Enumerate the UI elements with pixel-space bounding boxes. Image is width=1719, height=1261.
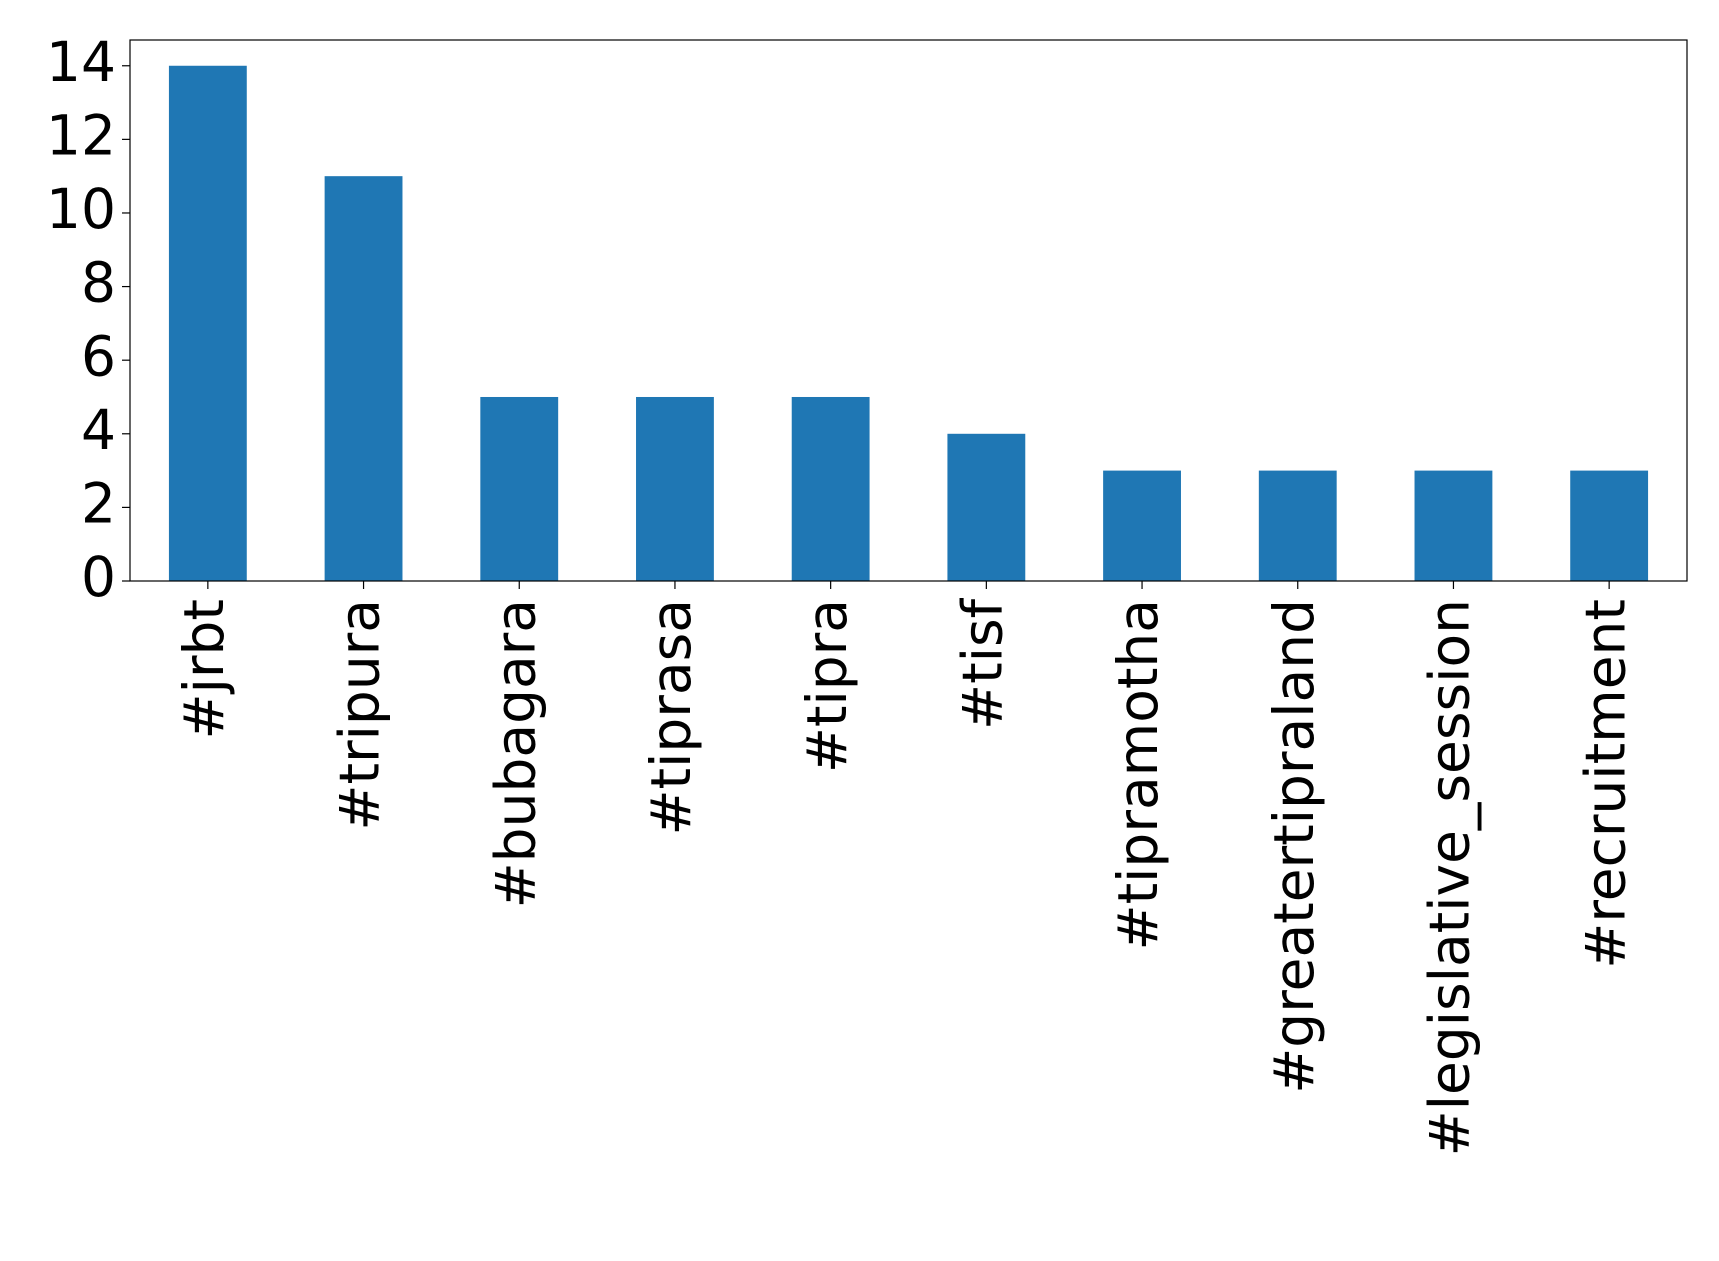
x-tick-label: #tisf bbox=[950, 597, 1014, 730]
y-tick-label: 12 bbox=[46, 104, 116, 168]
bar bbox=[791, 396, 870, 581]
bar bbox=[1414, 470, 1493, 581]
x-tick-label: #tipra bbox=[795, 599, 859, 773]
axes-frame bbox=[129, 39, 1688, 582]
y-tick-label: 10 bbox=[46, 177, 116, 241]
bar bbox=[324, 176, 403, 581]
bar bbox=[480, 396, 559, 581]
x-tick-label: #bubagara bbox=[483, 599, 547, 908]
y-tick-label: 2 bbox=[81, 472, 116, 536]
y-tick-label: 4 bbox=[81, 398, 116, 462]
bar bbox=[1103, 470, 1181, 581]
bar bbox=[168, 65, 247, 581]
x-tick-label: #tipramotha bbox=[1106, 599, 1170, 951]
x-tick-label: #legislative_session bbox=[1418, 599, 1482, 1156]
x-tick-label: #jrbt bbox=[172, 599, 236, 739]
bar bbox=[636, 396, 714, 581]
x-tick-label: #tiprasa bbox=[639, 599, 703, 836]
bar bbox=[1258, 470, 1337, 581]
bar bbox=[1570, 470, 1649, 581]
y-tick-label: 6 bbox=[81, 324, 116, 388]
y-tick-label: 8 bbox=[81, 251, 116, 315]
bar bbox=[947, 433, 1026, 581]
y-tick-label: 14 bbox=[46, 30, 116, 94]
y-tick-label: 0 bbox=[81, 545, 116, 609]
x-tick-label: #tripura bbox=[328, 599, 392, 831]
x-tick-label: #greatertipraland bbox=[1262, 599, 1326, 1094]
x-tick-label: #recruitment bbox=[1573, 599, 1637, 969]
